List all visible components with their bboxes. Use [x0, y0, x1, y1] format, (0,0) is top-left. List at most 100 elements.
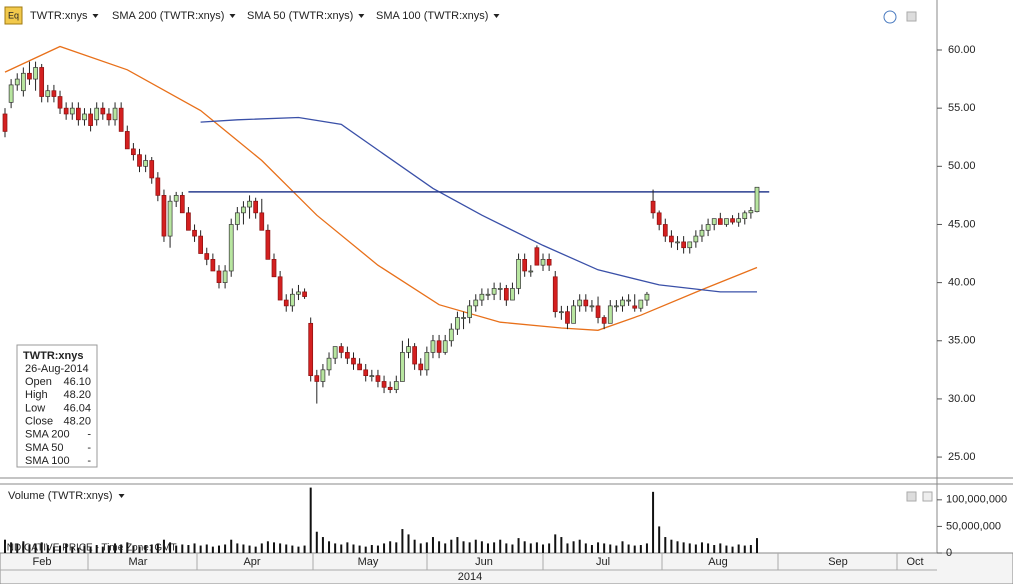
volume-bar [260, 543, 263, 553]
volume-bar [480, 541, 483, 553]
candle-body [675, 241, 680, 244]
candle-body [241, 206, 246, 214]
candle-body [607, 305, 613, 324]
candle-body [222, 270, 228, 283]
candle-body [363, 369, 369, 377]
candle-body [302, 291, 307, 297]
pane-note: INDICATIVE PRICE - Time Zone: GMT [4, 543, 177, 554]
candle-body [577, 299, 583, 307]
candle-body [69, 107, 75, 115]
candle-body [216, 270, 222, 283]
volume-bar [65, 543, 68, 553]
volume-bar [150, 544, 153, 553]
info-label: Low [25, 402, 45, 414]
volume-bar [303, 545, 306, 553]
volume-bar [107, 545, 110, 553]
legend-entry[interactable]: SMA 50 (TWTR:xnys) [247, 10, 353, 22]
volume-bar [120, 544, 123, 553]
info-label: SMA 200 [25, 429, 70, 441]
candle-body [259, 212, 265, 231]
info-date: 26-Aug-2014 [25, 363, 89, 375]
y-tick-label: 40.00 [948, 277, 976, 289]
y-tick-label: 50.00 [948, 160, 976, 172]
volume-bar [224, 544, 227, 553]
candle-body [730, 218, 735, 223]
x-year-label: 2014 [458, 571, 482, 583]
volume-bar [181, 544, 184, 553]
info-box [16, 344, 98, 468]
info-label: Open [25, 376, 52, 388]
candle-body [210, 259, 216, 272]
eq-icon[interactable] [4, 6, 23, 25]
volume-bar [584, 543, 587, 553]
volume-bar [590, 545, 593, 553]
volume-bar [169, 542, 172, 553]
volume-bar [358, 545, 361, 553]
candle-body [717, 218, 723, 225]
volume-bar [175, 545, 178, 553]
volume-bar [273, 542, 276, 553]
volume-bar [297, 546, 300, 553]
legend-dropdown[interactable] [229, 14, 236, 18]
candle-body [167, 200, 173, 237]
candle-body [485, 293, 491, 296]
candle-body [357, 363, 362, 371]
candle-body [656, 212, 662, 225]
legend-entry[interactable]: SMA 200 (TWTR:xnys) [112, 10, 224, 22]
clock-icon[interactable] [883, 10, 897, 24]
legend-entry[interactable]: SMA 100 (TWTR:xnys) [376, 10, 488, 22]
volume-bar [737, 544, 740, 553]
candle-body [314, 375, 320, 382]
candle-body [571, 305, 576, 324]
info-value: - [87, 429, 91, 441]
candle-body [522, 259, 528, 272]
volume-bar [499, 539, 502, 553]
candle-body [118, 107, 124, 132]
candle-body [620, 299, 625, 307]
legend-dropdown[interactable] [358, 14, 365, 18]
legend-entry[interactable]: TWTR:xnys [30, 10, 88, 22]
candle-body [626, 299, 631, 302]
candle-body [308, 322, 314, 377]
pane-dropdown[interactable] [118, 494, 125, 498]
y-tick-label: 0 [946, 547, 952, 559]
y-tick-label: 50,000,000 [946, 520, 1001, 532]
volume-bar [46, 545, 49, 553]
window-icon[interactable] [906, 491, 917, 502]
volume-bar [83, 545, 86, 553]
volume-bar [438, 541, 441, 553]
volume-bar [578, 539, 581, 553]
info-label: SMA 50 [25, 442, 64, 454]
info-label: SMA 100 [25, 455, 70, 467]
volume-bar [609, 544, 612, 553]
candle-body [430, 340, 436, 353]
candle-body [149, 160, 155, 179]
volume-bar [376, 545, 379, 553]
candle-body [100, 107, 106, 115]
sma-line [4, 45, 758, 331]
window-icon[interactable] [906, 11, 917, 22]
candle-body [192, 229, 197, 237]
legend-dropdown[interactable] [493, 14, 500, 18]
volume-bar [352, 544, 355, 553]
legend-dropdown[interactable] [92, 14, 99, 18]
volume-bar [285, 544, 288, 553]
volume-bar [346, 542, 349, 553]
candle-body [455, 317, 460, 330]
candle-body [76, 107, 81, 121]
volume-bar [474, 539, 477, 553]
x-tick-label: May [358, 556, 379, 568]
candle-body [589, 305, 595, 308]
candle-body [528, 270, 534, 273]
volume-bar [603, 543, 606, 553]
volume-bar [138, 546, 141, 553]
candle-body [436, 340, 442, 353]
volume-bar [425, 542, 428, 553]
y-tick-label: 45.00 [948, 218, 976, 230]
volume-bar [731, 546, 734, 553]
close-icon[interactable] [922, 491, 933, 502]
volume-bar [670, 539, 673, 553]
volume-bar [205, 544, 208, 553]
candle-body [736, 218, 742, 223]
